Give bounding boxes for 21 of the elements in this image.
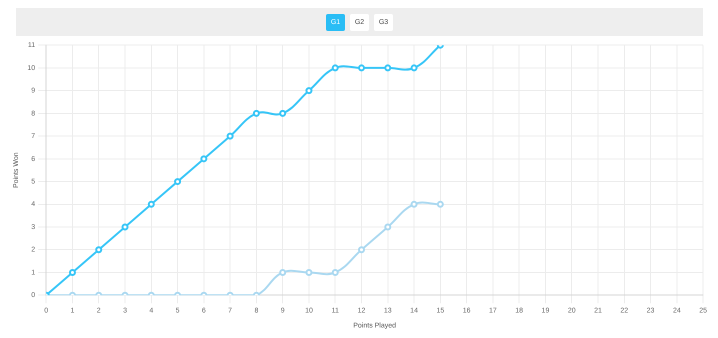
point <box>305 87 312 94</box>
point <box>279 110 286 117</box>
point <box>436 200 444 208</box>
point <box>200 155 208 162</box>
point <box>68 268 76 276</box>
point <box>332 64 339 72</box>
point <box>148 200 155 208</box>
point <box>174 178 182 186</box>
point <box>332 268 339 276</box>
point <box>358 64 366 72</box>
point <box>410 200 418 208</box>
point <box>252 110 260 117</box>
point <box>358 246 366 254</box>
point <box>305 268 312 276</box>
point <box>122 224 129 231</box>
point <box>384 224 392 231</box>
point <box>226 132 234 140</box>
point <box>410 64 418 72</box>
point <box>279 268 286 276</box>
point <box>95 246 102 254</box>
point <box>384 64 392 72</box>
